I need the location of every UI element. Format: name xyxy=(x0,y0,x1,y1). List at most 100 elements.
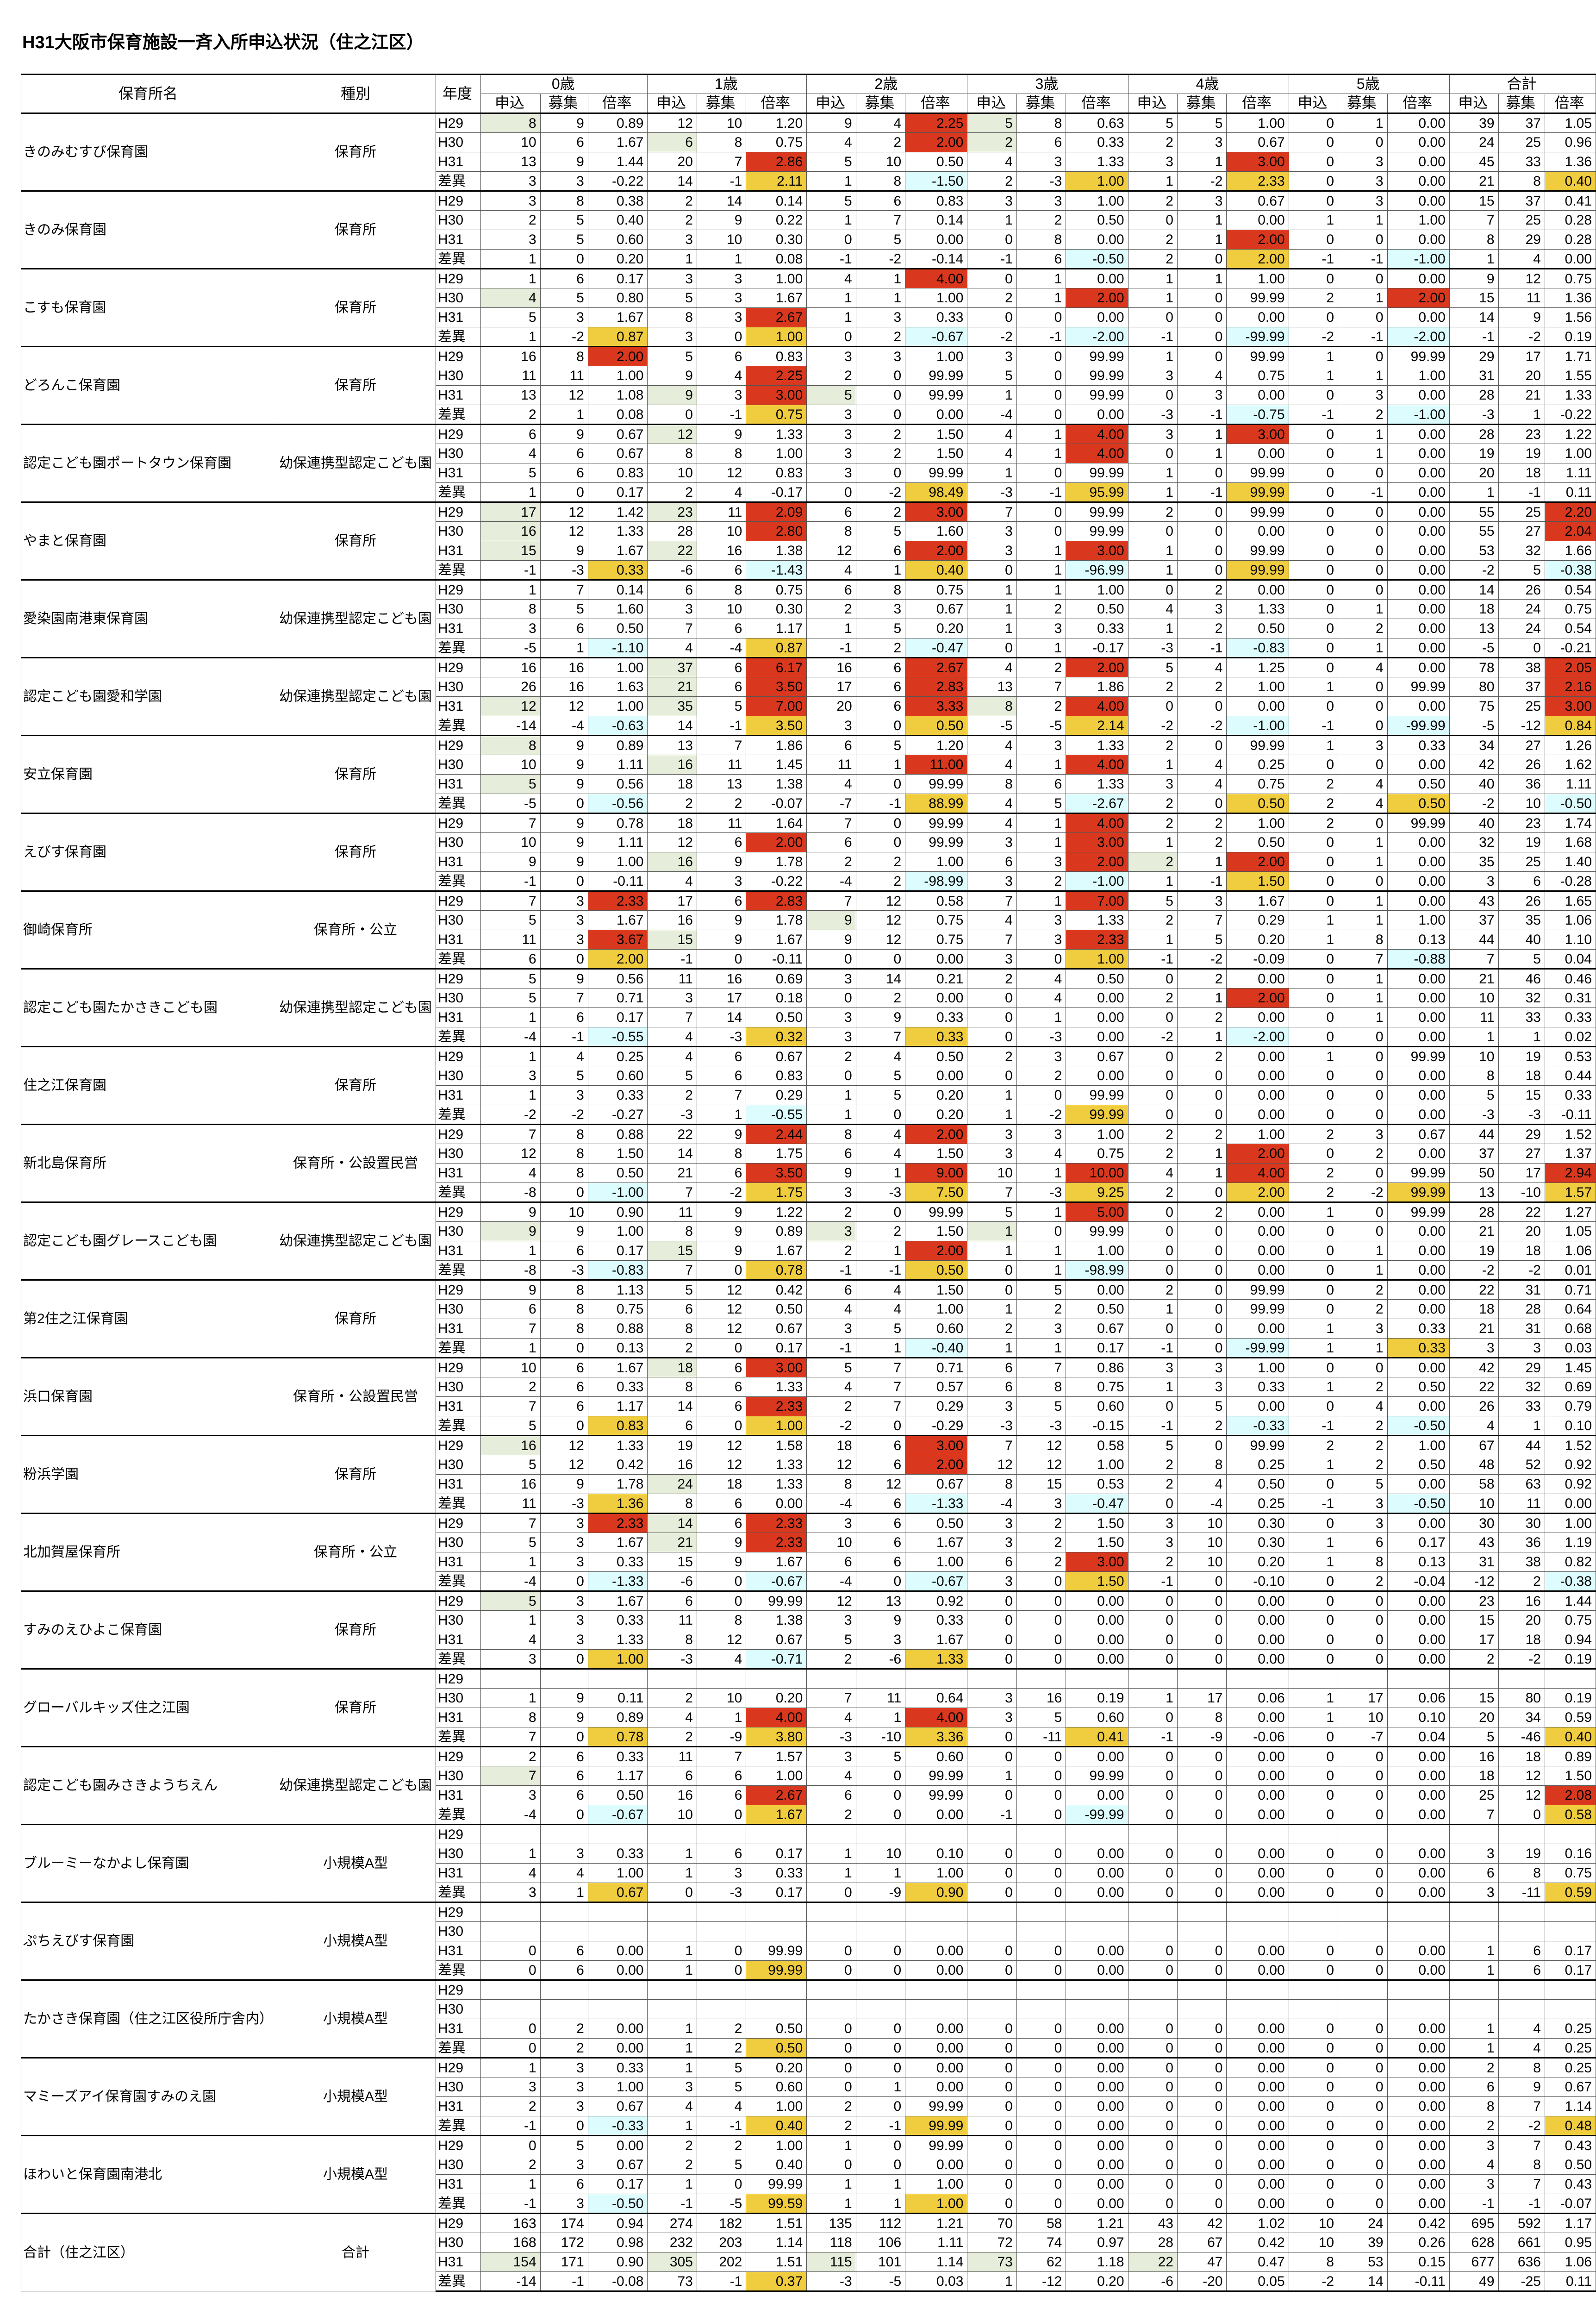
cell-applications: 11 xyxy=(647,1610,697,1630)
cell-capacity: -1 xyxy=(1177,871,1227,891)
cell-applications: 0 xyxy=(1128,2135,1178,2155)
cell-applications: 25 xyxy=(1449,1785,1499,1805)
year-label: H30 xyxy=(435,1921,481,1941)
cell-capacity: -1 xyxy=(696,171,747,191)
cell-ratio: 0.20 xyxy=(905,1105,968,1125)
cell-ratio: 0.00 xyxy=(1066,988,1128,1008)
cell-capacity: 2 xyxy=(1016,871,1066,891)
cell-ratio: 0.78 xyxy=(746,1260,807,1280)
cell-applications: 12 xyxy=(647,832,697,852)
cell-applications: 2 xyxy=(647,2155,697,2175)
cell-capacity: 0 xyxy=(1016,1571,1066,1591)
cell-applications: 0 xyxy=(1288,1396,1339,1416)
year-label: H29 xyxy=(435,113,481,133)
cell-ratio: 0.00 xyxy=(1387,1066,1450,1086)
year-label: H30 xyxy=(435,1144,481,1164)
table-row: 差異 11 -3 1.36 8 6 0.00 -4 6 -1.33 -4 3 -0.47 0 -4 0.25-… xyxy=(21,1494,1596,1514)
cell-ratio: 0.08 xyxy=(746,249,807,269)
cell-capacity: 0 xyxy=(855,716,906,736)
cell-ratio: 1.33 xyxy=(1544,385,1596,405)
cell-capacity: 2 xyxy=(1338,1455,1388,1475)
cell-applications: 6 xyxy=(647,579,697,600)
cell-ratio: 2.25 xyxy=(905,113,968,133)
cell-ratio: 1.56 xyxy=(1544,307,1596,327)
cell-applications: -3 xyxy=(967,1416,1017,1436)
cell-ratio: 0.04 xyxy=(1387,1727,1450,1747)
cell-applications: 5 xyxy=(806,152,856,172)
cell-ratio: 1.38 xyxy=(746,541,807,561)
table-row: 差異 -2 -2 -0.27 -3 1 -0.55 1 0 0.20 1 -2 99.99 0 0 0.00 0… xyxy=(21,1105,1596,1125)
cell-applications: -4 xyxy=(967,1494,1017,1514)
cell-capacity xyxy=(1177,1902,1227,1922)
cell-ratio: 0.00 xyxy=(1226,1221,1289,1241)
cell-capacity: -1 xyxy=(540,2271,588,2292)
cell-capacity: 10 xyxy=(696,1688,747,1708)
cell-applications: 0 xyxy=(1128,444,1178,463)
cell-applications: 1 xyxy=(1288,677,1339,697)
cell-ratio: 0.78 xyxy=(587,813,648,833)
cell-ratio: 0.00 xyxy=(1387,521,1450,541)
cell-capacity: 12 xyxy=(855,910,906,930)
year-label: H29 xyxy=(435,424,481,444)
cell-ratio: -0.56 xyxy=(587,794,648,813)
cell-capacity: 2 xyxy=(855,327,906,347)
year-label: H31 xyxy=(435,1941,481,1961)
cell-ratio: 0.00 xyxy=(587,2019,648,2039)
cell-applications: 3 xyxy=(806,968,856,989)
cell-ratio: 0.00 xyxy=(1066,1844,1128,1864)
cell-applications xyxy=(1288,1999,1339,2019)
cell-ratio: 0.25 xyxy=(1226,1455,1289,1475)
cell-capacity: 42 xyxy=(1177,2213,1227,2233)
cell-applications: 6 xyxy=(647,1766,697,1786)
cell-ratio xyxy=(905,1999,968,2019)
cell-applications: 6 xyxy=(967,852,1017,872)
cell-capacity: 19 xyxy=(1498,832,1545,852)
cell-capacity: 10 xyxy=(540,1201,588,1222)
cell-capacity: 0 xyxy=(1338,1105,1388,1125)
cell-ratio: 0.00 xyxy=(1387,1883,1450,1902)
cell-ratio: 0.90 xyxy=(587,2252,648,2272)
cell-ratio: 0.00 xyxy=(587,1941,648,1961)
cell-capacity: 3 xyxy=(1338,735,1388,755)
cell-capacity: 0 xyxy=(1016,1883,1066,1902)
cell-ratio: 0.00 xyxy=(1066,1630,1128,1650)
cell-ratio: 0.50 xyxy=(1387,1455,1450,1475)
cell-ratio: 0.00 xyxy=(1066,1610,1128,1630)
cell-applications: 8 xyxy=(647,1377,697,1397)
facility-type: 保育所 xyxy=(277,1046,436,1125)
cell-applications: -3 xyxy=(647,1649,697,1669)
cell-capacity: 8 xyxy=(1498,2155,1545,2175)
header-type: 種別 xyxy=(277,74,436,113)
cell-ratio: 0.67 xyxy=(587,1883,648,1902)
cell-capacity: 7 xyxy=(855,1357,906,1377)
cell-capacity: 16 xyxy=(1016,1688,1066,1708)
cell-capacity: 2 xyxy=(1338,1416,1388,1436)
cell-capacity: 0 xyxy=(855,2057,906,2077)
cell-applications: -8 xyxy=(480,1260,541,1280)
cell-capacity: 0 xyxy=(1338,2057,1388,2077)
cell-ratio: 1.00 xyxy=(905,1863,968,1883)
cell-ratio: 0.00 xyxy=(1387,132,1450,152)
cell-applications: 0 xyxy=(1128,1201,1178,1222)
cell-ratio: 1.14 xyxy=(746,2233,807,2252)
cell-capacity: 0 xyxy=(1338,1883,1388,1902)
cell-ratio: 0.00 xyxy=(1387,1085,1450,1105)
cell-applications: 16 xyxy=(647,910,697,930)
cell-capacity: 1 xyxy=(855,1708,906,1727)
cell-applications: -6 xyxy=(647,1571,697,1591)
cell-capacity: 174 xyxy=(540,2213,588,2233)
cell-ratio: 0.75 xyxy=(1544,1863,1596,1883)
facility-name: えびす保育園 xyxy=(21,813,277,891)
cell-applications: 2 xyxy=(967,171,1017,191)
cell-capacity: 0 xyxy=(1016,1630,1066,1650)
cell-applications: 3 xyxy=(1449,871,1499,891)
cell-ratio: 1.38 xyxy=(746,1610,807,1630)
table-row: H31 4 4 1.00 1 3 0.33 1 1 1.00 0 0 0.00 0 0 0.00 0 0 0.00 6… xyxy=(21,1863,1596,1883)
cell-ratio: 0.00 xyxy=(1226,1805,1289,1825)
cell-capacity: 7 xyxy=(696,152,747,172)
cell-applications: 31 xyxy=(1449,1552,1499,1572)
cell-applications: 0 xyxy=(1288,2194,1339,2214)
cell-capacity: 0 xyxy=(540,794,588,813)
cell-ratio: 1.17 xyxy=(587,1766,648,1786)
cell-capacity: 0 xyxy=(1338,1785,1388,1805)
